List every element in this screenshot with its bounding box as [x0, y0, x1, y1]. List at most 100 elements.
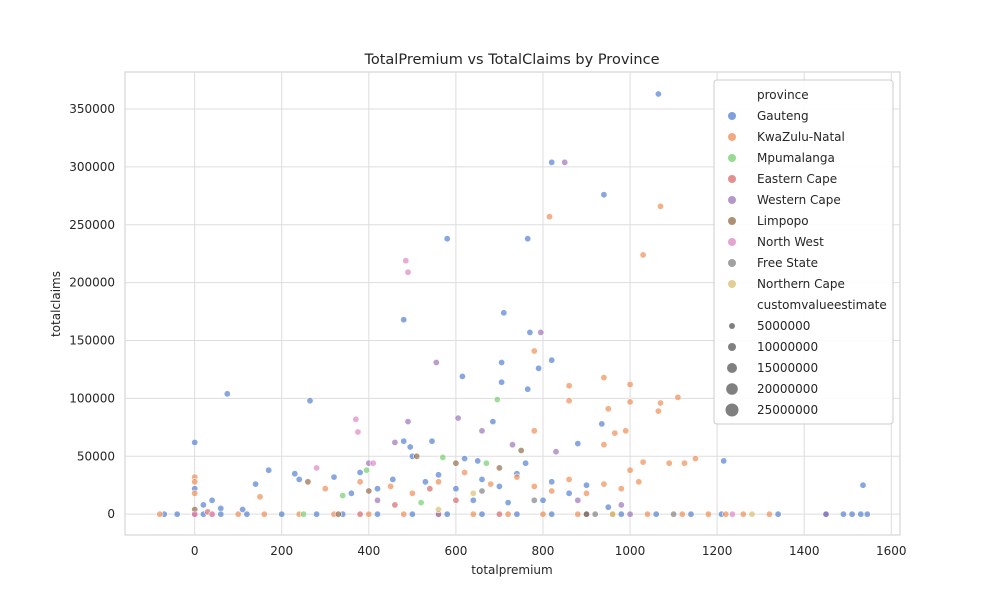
- legend-hue-title: province: [757, 88, 809, 102]
- data-point: [848, 510, 856, 518]
- y-axis-label: totalclaims: [49, 271, 63, 337]
- data-point: [389, 475, 397, 483]
- data-point: [822, 510, 830, 518]
- x-axis-label: totalpremium: [471, 563, 552, 577]
- y-tick-label: 300000: [69, 160, 115, 174]
- data-point: [617, 510, 625, 518]
- y-tick-label: 200000: [69, 276, 115, 290]
- legend-size-marker: [726, 383, 738, 395]
- data-point: [728, 510, 736, 518]
- data-point: [291, 470, 299, 478]
- legend-marker: [728, 280, 736, 288]
- legend-label: North West: [757, 235, 824, 249]
- data-point: [478, 510, 486, 518]
- data-point: [330, 473, 338, 481]
- data-point: [513, 510, 521, 518]
- data-point: [387, 482, 395, 490]
- data-point: [452, 459, 460, 467]
- data-point: [223, 390, 231, 398]
- data-point: [469, 510, 477, 518]
- scatter-points: [156, 90, 871, 518]
- data-point: [600, 374, 608, 382]
- data-point: [748, 510, 756, 518]
- data-point: [626, 510, 634, 518]
- data-point: [469, 496, 477, 504]
- legend-marker: [728, 112, 736, 120]
- data-point: [495, 510, 503, 518]
- data-point: [239, 505, 247, 513]
- data-point: [339, 492, 347, 500]
- data-point: [299, 510, 307, 518]
- data-point: [665, 459, 673, 467]
- data-point: [489, 418, 497, 426]
- data-point: [545, 213, 553, 221]
- legend: province Gauteng KwaZulu-Natal Mpumalanga Ea…: [713, 79, 894, 425]
- legend-size-marker: [725, 403, 739, 417]
- legend-label: KwaZulu-Natal: [757, 130, 845, 144]
- data-point: [478, 487, 486, 495]
- data-point: [609, 510, 617, 518]
- data-point: [356, 510, 364, 518]
- data-point: [643, 510, 651, 518]
- legend-label: Gauteng: [757, 109, 809, 123]
- data-point: [373, 496, 381, 504]
- legend-label: Northern Cape: [757, 277, 845, 291]
- data-point: [687, 510, 695, 518]
- data-point: [504, 510, 512, 518]
- data-point: [582, 510, 590, 518]
- data-point: [504, 499, 512, 507]
- data-point: [561, 158, 569, 166]
- data-point: [217, 510, 225, 518]
- legend-label: Western Cape: [757, 193, 841, 207]
- legend-marker: [728, 238, 736, 246]
- data-point: [513, 473, 521, 481]
- legend-marker: [728, 259, 736, 267]
- legend-size-label: 10000000: [757, 340, 818, 354]
- data-point: [617, 501, 625, 509]
- data-point: [313, 510, 321, 518]
- data-point: [199, 501, 207, 509]
- data-point: [413, 452, 421, 460]
- data-point: [278, 510, 286, 518]
- data-point: [443, 510, 451, 518]
- legend-label: Free State: [757, 256, 818, 270]
- data-point: [404, 418, 412, 426]
- data-point: [356, 468, 364, 476]
- data-point: [365, 510, 373, 518]
- data-point: [313, 464, 321, 472]
- x-tick-label: 1400: [789, 544, 820, 558]
- x-tick-label: 200: [270, 544, 293, 558]
- legend-marker: [728, 133, 736, 141]
- data-point: [400, 316, 408, 324]
- data-point: [495, 482, 503, 490]
- data-point: [626, 398, 634, 406]
- x-tick-label: 0: [191, 544, 199, 558]
- data-point: [652, 510, 660, 518]
- data-point: [539, 496, 547, 504]
- legend-size-label: 25000000: [757, 403, 818, 417]
- data-point: [295, 475, 303, 483]
- legend-marker: [728, 154, 736, 162]
- data-point: [500, 309, 508, 317]
- legend-label: Limpopo: [757, 214, 809, 228]
- legend-size-marker: [727, 363, 737, 373]
- data-point: [530, 496, 538, 504]
- data-point: [548, 487, 556, 495]
- data-point: [243, 510, 251, 518]
- data-point: [654, 407, 662, 415]
- data-point: [552, 448, 560, 456]
- data-point: [522, 459, 530, 467]
- chart-title: TotalPremium vs TotalClaims by Province: [363, 52, 659, 68]
- data-point: [252, 480, 260, 488]
- legend-size-label: 5000000: [757, 319, 810, 333]
- legend-size-label: 15000000: [757, 361, 818, 375]
- data-point: [352, 415, 360, 423]
- data-point: [604, 503, 612, 511]
- data-point: [400, 437, 408, 445]
- data-point: [452, 485, 460, 493]
- data-point: [565, 382, 573, 390]
- data-point: [680, 459, 688, 467]
- data-point: [354, 428, 362, 436]
- data-point: [408, 489, 416, 497]
- data-point: [391, 501, 399, 509]
